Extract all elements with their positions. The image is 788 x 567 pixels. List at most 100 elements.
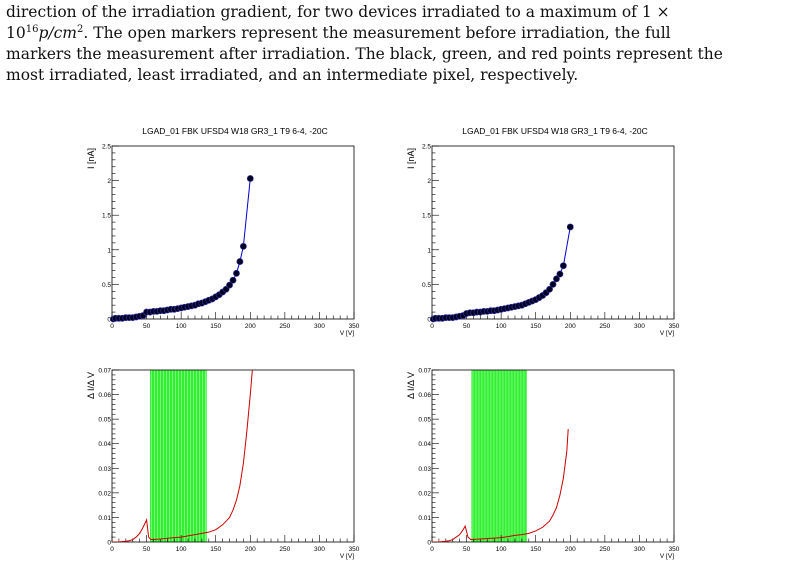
x-tick-label: 300 (314, 546, 325, 553)
y-tick-label: 0 (427, 540, 431, 547)
y-tick-label: 1 (107, 247, 111, 254)
x-tick-label: 100 (496, 546, 507, 553)
y-tick-label: 0.02 (98, 490, 111, 497)
x-tick-label: 150 (210, 546, 221, 553)
y-tick-label: 0 (107, 317, 111, 324)
iv-fit-curve (433, 226, 571, 319)
x-tick-label: 50 (463, 323, 471, 330)
x-tick-label: 300 (634, 323, 645, 330)
y-tick-label: 2.5 (422, 144, 431, 151)
y-tick-label: 0.05 (98, 417, 111, 424)
y-tick-label: 0.07 (418, 368, 431, 375)
y-axis-label: Δ I/Δ V (406, 372, 416, 399)
x-axis-label: V [V] (340, 553, 354, 560)
figure-caption: direction of the irradiation gradient, f… (6, 2, 784, 86)
y-tick-label: 2 (107, 178, 111, 185)
y-tick-label: 0.01 (418, 515, 431, 522)
iv-data-point (239, 242, 247, 250)
x-tick-label: 0 (430, 323, 434, 330)
caption-line-2: 1016p/cm2. The open markers represent th… (6, 23, 784, 44)
y-tick-label: 2 (427, 178, 431, 185)
x-tick-label: 300 (634, 546, 645, 553)
y-tick-label: 0.03 (418, 466, 431, 473)
iv-data-point (566, 223, 574, 231)
x-tick-label: 350 (349, 323, 360, 330)
chart-title: LGAD_01 FBK UFSD4 W18 GR3_1 T9 6-4, -20C (462, 126, 648, 136)
caption-unit-power: 2 (77, 23, 84, 35)
chart-title: LGAD_01 FBK UFSD4 W18 GR3_1 T9 6-4, -20C (142, 126, 328, 136)
caption-line-1: direction of the irradiation gradient, f… (6, 3, 670, 21)
y-tick-label: 1 (427, 247, 431, 254)
x-tick-label: 200 (565, 323, 576, 330)
y-tick-label: 0.04 (98, 441, 111, 448)
y-tick-label: 0.07 (98, 368, 111, 375)
derivative-curve (112, 370, 253, 542)
iv-data-point (549, 280, 557, 288)
y-tick-label: 0.03 (98, 466, 111, 473)
voltage-range-band (471, 370, 527, 542)
x-tick-label: 350 (669, 546, 680, 553)
x-tick-label: 350 (669, 323, 680, 330)
x-tick-label: 0 (430, 546, 434, 553)
iv-data-point (226, 281, 233, 289)
iv-data-point (236, 258, 244, 265)
y-tick-label: 0 (107, 540, 111, 547)
x-tick-label: 50 (143, 546, 151, 553)
x-tick-label: 50 (463, 546, 471, 553)
chart-panel-4: 0 50 100 150 200 250 300 350 0 0.01 0.02 0.03 0.04 0.… (406, 368, 680, 561)
x-tick-label: 100 (176, 546, 187, 553)
x-tick-label: 200 (245, 546, 256, 553)
iv-data-point (553, 275, 560, 283)
plot-frame (431, 369, 675, 543)
x-tick-label: 150 (530, 323, 541, 330)
iv-data-point (246, 175, 254, 182)
derivative-curve (432, 428, 569, 542)
x-tick-label: 250 (279, 546, 290, 553)
y-tick-label: 0.06 (418, 392, 431, 399)
x-tick-label: 100 (496, 323, 507, 330)
x-tick-label: 100 (176, 323, 187, 330)
y-tick-label: 0.01 (98, 515, 111, 522)
caption-unit: p/cm (38, 24, 77, 42)
plot-frame (111, 369, 355, 543)
y-tick-label: 0.5 (422, 282, 431, 289)
y-tick-label: 0.02 (418, 490, 431, 497)
y-tick-label: 0.04 (418, 441, 431, 448)
y-tick-label: 0.05 (418, 417, 431, 424)
iv-data-point (556, 270, 564, 278)
x-axis-label: V [V] (340, 330, 354, 337)
x-tick-label: 250 (599, 546, 610, 553)
iv-data-point (546, 285, 553, 293)
y-tick-label: 0 (427, 317, 431, 324)
x-tick-label: 300 (314, 323, 325, 330)
x-tick-label: 350 (349, 546, 360, 553)
x-tick-label: 150 (210, 323, 221, 330)
y-tick-label: 0.06 (98, 392, 111, 399)
caption-exp-power: 16 (25, 23, 39, 35)
y-axis-label: I [nA] (86, 148, 96, 169)
y-tick-label: 2.5 (102, 144, 111, 151)
iv-fit-curve (113, 178, 251, 319)
x-tick-label: 200 (565, 546, 576, 553)
x-tick-label: 0 (110, 323, 114, 330)
x-tick-label: 50 (143, 323, 151, 330)
iv-data-point (229, 276, 237, 284)
x-tick-label: 250 (279, 323, 290, 330)
caption-line-2-rest: . The open markers represent the measure… (83, 24, 671, 42)
chart-panel-2: LGAD_01 FBK UFSD4 W18 GR3_1 T9 6-4, -20C… (406, 126, 680, 337)
x-axis-label: V [V] (660, 553, 674, 560)
y-tick-label: 1.5 (102, 213, 111, 220)
y-axis-label: I [nA] (406, 148, 416, 169)
y-tick-label: 0.5 (102, 282, 111, 289)
iv-data-point (233, 269, 240, 277)
x-tick-label: 0 (110, 546, 114, 553)
x-tick-label: 200 (245, 323, 256, 330)
caption-line-3: markers the measurement after irradiatio… (6, 45, 723, 63)
caption-exp-base: 10 (6, 24, 26, 42)
x-tick-label: 250 (599, 323, 610, 330)
x-axis-label: V [V] (660, 330, 674, 337)
plot-frame (111, 145, 355, 320)
chart-panel-3: 0 50 100 150 200 250 300 350 0 0.01 0.02 0.03 0.04 0.… (86, 368, 360, 561)
y-axis-label: Δ I/Δ V (86, 372, 96, 399)
